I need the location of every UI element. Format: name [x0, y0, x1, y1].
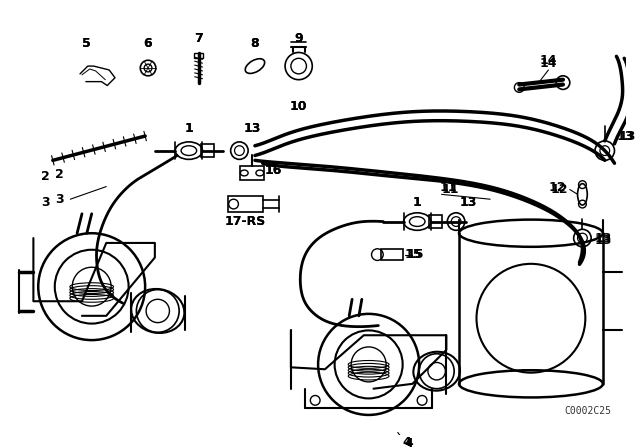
Text: 5: 5 [83, 37, 92, 50]
Text: 17-RS: 17-RS [225, 215, 266, 228]
Text: 17-RS: 17-RS [225, 215, 266, 228]
Text: 12: 12 [548, 181, 566, 194]
Text: 10: 10 [290, 100, 307, 113]
Bar [194, 53, 204, 58]
Text: 7: 7 [194, 32, 203, 45]
Text: 1: 1 [413, 196, 422, 209]
Text: 2: 2 [55, 168, 63, 181]
Text: 9: 9 [294, 32, 303, 45]
Text: 1: 1 [413, 196, 422, 209]
Text: 13: 13 [460, 196, 477, 209]
Text: 16: 16 [265, 164, 282, 177]
Text: 4: 4 [403, 435, 412, 448]
Bar [200, 144, 214, 157]
Text: 1: 1 [184, 122, 193, 135]
Text: 6: 6 [144, 37, 152, 50]
Text: 8: 8 [251, 37, 259, 50]
Text: 2: 2 [41, 170, 50, 183]
Text: 13: 13 [618, 129, 636, 142]
Text: 13: 13 [595, 234, 612, 247]
Text: 6: 6 [144, 37, 152, 50]
Bar [228, 196, 262, 212]
Text: 11: 11 [442, 183, 459, 196]
Text: 14: 14 [540, 54, 557, 67]
Text: 16: 16 [265, 164, 282, 177]
Bar [381, 249, 403, 260]
Text: 4: 4 [404, 437, 413, 448]
Bar [429, 215, 442, 228]
Text: 10: 10 [290, 100, 307, 113]
Text: 13: 13 [460, 196, 477, 209]
Text: 13: 13 [616, 129, 634, 142]
Text: 14: 14 [540, 56, 557, 69]
Text: 13: 13 [594, 232, 611, 245]
Text: 15: 15 [404, 248, 422, 261]
Text: 12: 12 [550, 183, 568, 196]
Text: C0002C25: C0002C25 [564, 406, 612, 416]
Text: 3: 3 [55, 193, 63, 206]
Text: 15: 15 [406, 248, 424, 261]
Text: 3: 3 [41, 196, 50, 209]
Text: 8: 8 [251, 37, 259, 50]
Bar [241, 166, 264, 180]
Text: 13: 13 [243, 122, 260, 135]
Text: 13: 13 [243, 122, 260, 135]
Text: 5: 5 [83, 37, 92, 50]
Text: 1: 1 [184, 122, 193, 135]
Text: 7: 7 [194, 32, 203, 45]
Text: 11: 11 [440, 181, 457, 194]
Text: 9: 9 [294, 32, 303, 45]
